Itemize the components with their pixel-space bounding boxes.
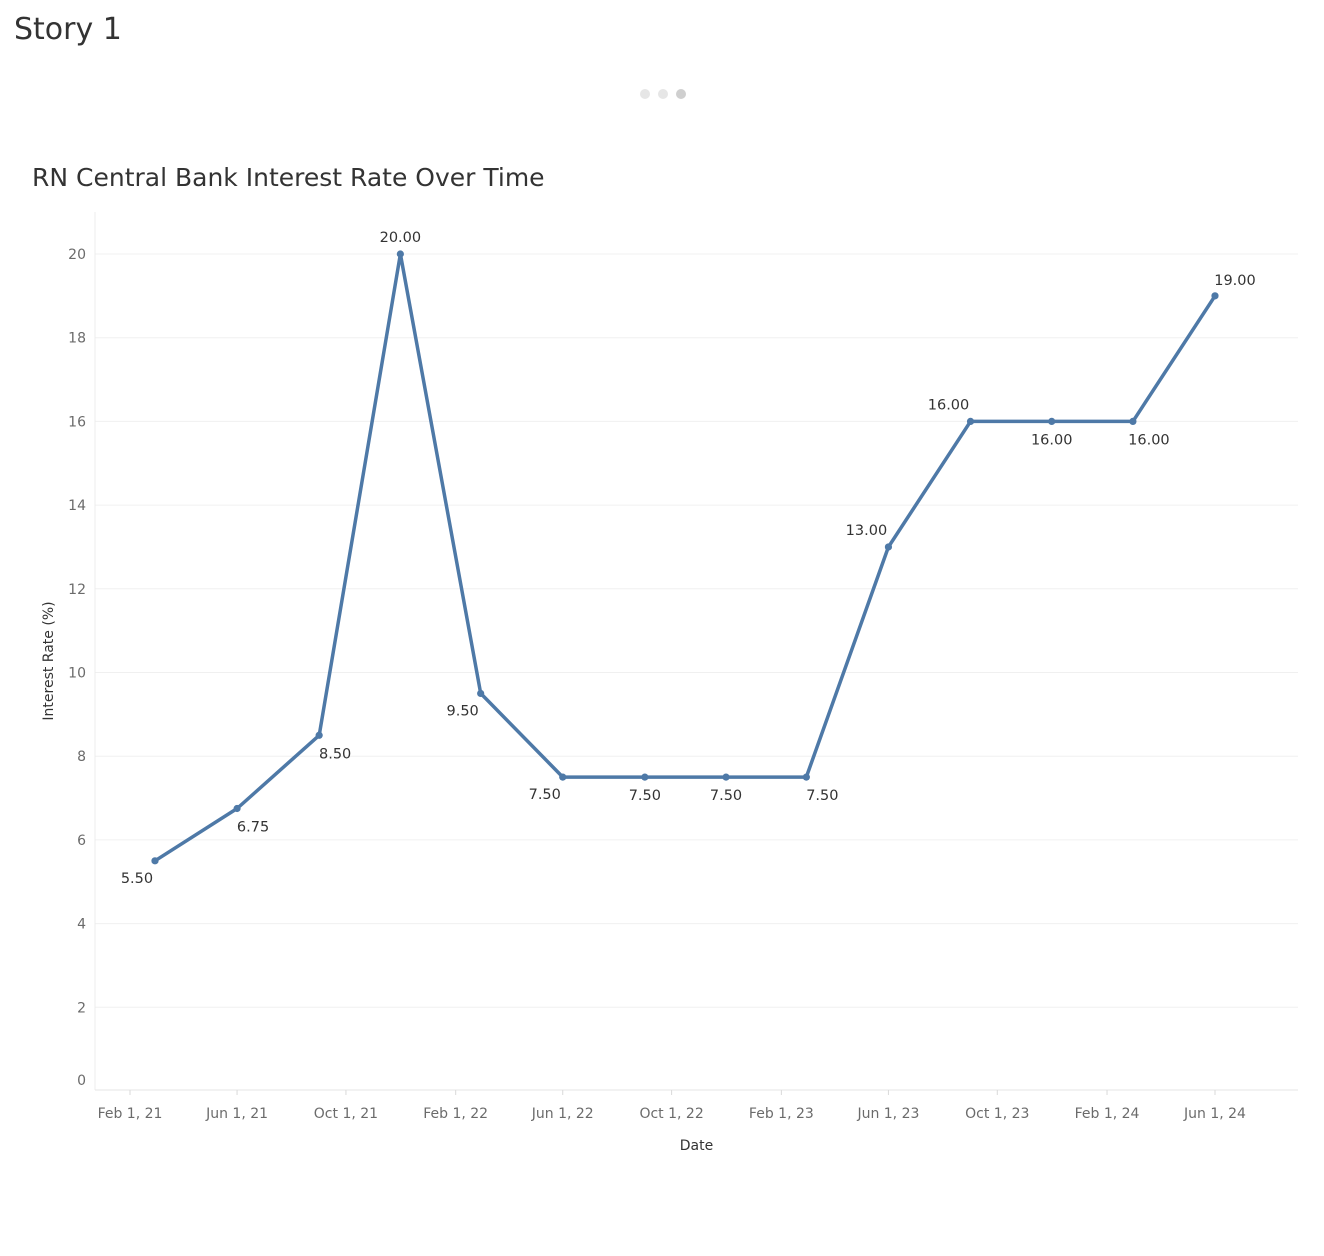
data-point[interactable] — [1211, 292, 1219, 300]
data-label: 8.50 — [319, 746, 351, 762]
data-point[interactable] — [559, 773, 567, 781]
y-tick-label: 8 — [77, 749, 86, 765]
y-axis-title: Interest Rate (%) — [41, 601, 57, 720]
data-point[interactable] — [477, 689, 485, 698]
data-point[interactable] — [315, 731, 323, 739]
x-tick-label: Feb 1, 23 — [749, 1106, 814, 1122]
x-tick-label: Jun 1, 21 — [205, 1106, 268, 1122]
data-label: 19.00 — [1214, 273, 1256, 289]
x-axis-title: Date — [680, 1138, 713, 1154]
x-tick-label: Jun 1, 22 — [531, 1106, 594, 1122]
data-label: 5.50 — [121, 871, 153, 887]
data-point[interactable] — [396, 250, 404, 258]
data-label: 13.00 — [846, 523, 888, 539]
data-label: 7.50 — [806, 788, 838, 804]
data-label: 7.50 — [529, 787, 561, 803]
x-tick-label: Jun 1, 23 — [856, 1106, 919, 1122]
y-tick-label: 20 — [68, 247, 86, 263]
x-tick-label: Feb 1, 24 — [1075, 1106, 1140, 1122]
y-tick-label: 0 — [77, 1073, 86, 1089]
y-tick-label: 18 — [68, 331, 86, 347]
data-points — [151, 250, 1219, 865]
y-tick-label: 16 — [68, 414, 86, 430]
axes: 0 2 4 6 8 10 12 14 16 18 20 Feb 1, 21 Jun 1, 21 Oct 1… — [68, 212, 1298, 1122]
story-point-1-dot[interactable] — [640, 89, 650, 99]
x-tick-label: Feb 1, 22 — [423, 1106, 488, 1122]
y-tick-label: 6 — [77, 833, 86, 849]
y-tick-label: 14 — [68, 498, 86, 514]
data-labels: 5.50 6.75 8.50 20.00 9.50 7.50 7.50 7.50 7.50 13.… — [121, 230, 1256, 887]
data-label: 20.00 — [380, 230, 422, 246]
series-line-layer — [153, 252, 1217, 863]
data-label: 7.50 — [629, 788, 661, 804]
chart-title: RN Central Bank Interest Rate Over Time — [32, 163, 545, 192]
data-label: 16.00 — [1128, 432, 1170, 448]
story-title: Story 1 — [14, 12, 122, 47]
data-label: 9.50 — [447, 703, 479, 719]
gridlines — [95, 253, 1298, 1008]
data-point[interactable] — [641, 773, 649, 781]
data-point[interactable] — [966, 417, 975, 425]
data-label: 16.00 — [1031, 432, 1073, 448]
story-pager — [640, 89, 686, 99]
y-tick-label: 4 — [77, 917, 86, 933]
data-label: 6.75 — [237, 820, 269, 836]
x-tick-label: Feb 1, 21 — [98, 1106, 163, 1122]
data-point[interactable] — [884, 543, 893, 551]
story-point-2-dot[interactable] — [658, 89, 668, 99]
data-label: 16.00 — [928, 397, 970, 413]
data-point[interactable] — [151, 857, 159, 865]
data-point[interactable] — [1048, 417, 1056, 425]
data-point[interactable] — [802, 773, 810, 781]
data-point[interactable] — [233, 804, 241, 813]
x-tick-label: Oct 1, 22 — [639, 1106, 703, 1122]
x-tick-label: Oct 1, 23 — [965, 1106, 1029, 1122]
x-tick-label: Jun 1, 24 — [1183, 1106, 1246, 1122]
data-label: 7.50 — [710, 788, 742, 804]
data-point[interactable] — [1129, 417, 1137, 425]
y-tick-label: 12 — [68, 582, 86, 598]
y-tick-label: 10 — [68, 666, 86, 682]
x-tick-label: Oct 1, 21 — [314, 1106, 378, 1122]
story-point-3-dot[interactable] — [676, 89, 686, 99]
series-line — [153, 252, 1217, 863]
data-point[interactable] — [722, 773, 730, 781]
y-tick-label: 2 — [77, 1000, 86, 1016]
